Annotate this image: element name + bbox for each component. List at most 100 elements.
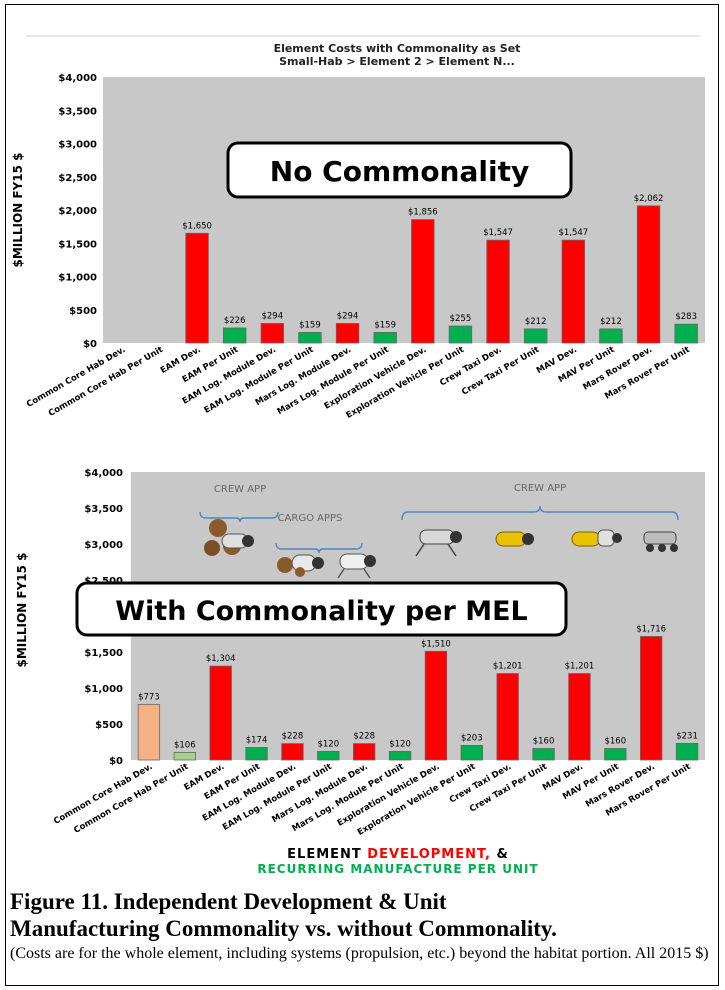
c1-value-label: $159	[374, 320, 396, 330]
c2-y-tick-label: $3,000	[84, 540, 123, 551]
legend-line-1: ELEMENT DEVELOPMENT, &	[287, 847, 509, 862]
no-commonality-box	[226, 141, 573, 199]
c1-y-tick-label: $2,500	[58, 173, 97, 184]
c2-bar	[281, 743, 304, 761]
crew-app-bracket-left	[199, 511, 279, 523]
yellow-vehicle-illustration-1	[495, 531, 534, 547]
chart1-subtitle: Small-Hab > Element 2 > Element N...	[279, 55, 515, 68]
c2-value-label: $1,716	[636, 624, 666, 634]
crew-app-label-left: CREW APP	[214, 484, 266, 495]
c2-value-label: $120	[317, 739, 339, 749]
figure-note: (Costs are for the whole element, includ…	[10, 945, 709, 962]
c1-bar	[561, 239, 586, 344]
no-commonality-label: No Commonality	[270, 155, 529, 188]
c2-bar	[460, 744, 483, 761]
c1-value-label: $226	[224, 316, 246, 326]
cargo-vehicle-illustration-1	[277, 554, 324, 577]
c1-y-tick-label: $0	[83, 339, 97, 350]
c2-value-label: $1,304	[206, 654, 236, 664]
c1-value-label: $1,650	[182, 221, 212, 231]
c2-bar	[209, 665, 232, 761]
c2-bar	[496, 673, 519, 761]
c2-bar	[532, 748, 555, 761]
c1-y-tick-label: $2,000	[58, 206, 97, 217]
c2-value-label: $120	[389, 739, 411, 749]
c1-bar	[222, 327, 247, 344]
c2-bar	[424, 650, 448, 761]
lander-illustration	[415, 529, 462, 557]
c2-value-label: $228	[282, 732, 304, 742]
c1-bar	[599, 328, 623, 344]
figure-frame	[5, 4, 719, 986]
c1-value-label: $283	[675, 312, 697, 322]
c1-value-label: $1,547	[558, 228, 588, 238]
cargo-vehicle-illustration-2	[337, 553, 376, 579]
c2-bar	[353, 743, 376, 761]
c2-value-label: $174	[246, 735, 268, 745]
cargo-apps-bracket	[275, 542, 363, 554]
c2-bar	[245, 747, 268, 761]
c2-y-tick-label: $4,000	[84, 468, 123, 479]
c1-value-label: $212	[600, 317, 622, 327]
c1-value-label: $159	[299, 320, 321, 330]
crew-vehicle-illustration	[204, 519, 254, 556]
with-commonality-label: With Commonality per MEL	[115, 596, 527, 627]
c2-bar	[604, 748, 627, 761]
c2-value-label: $1,201	[565, 662, 595, 672]
c1-value-label: $294	[337, 311, 359, 321]
c2-bar	[640, 636, 663, 761]
c2-value-label: $106	[174, 740, 196, 750]
c2-value-label: $773	[138, 692, 160, 702]
chart2-y-axis-label: $MILLION FY15 $	[15, 552, 29, 667]
c1-bar	[373, 332, 397, 344]
yellow-vehicle-illustration-2	[571, 529, 622, 547]
c1-bar	[636, 205, 661, 344]
c2-value-label: $228	[353, 732, 375, 742]
c1-bar	[411, 219, 435, 344]
c2-bar	[173, 751, 196, 761]
figure-charts: Element Costs with Commonality as Set Sm…	[11, 35, 705, 876]
c2-value-label: $203	[461, 733, 483, 743]
c1-y-tick-label: $500	[69, 306, 97, 317]
c2-bar	[675, 742, 699, 761]
c1-y-tick-label: $1,500	[58, 239, 97, 250]
legend-and-text: &	[491, 847, 509, 862]
c1-bar	[335, 323, 360, 344]
legend-line-2: RECURRING MANUFACTURE PER UNIT	[257, 862, 538, 876]
chart1-title: Element Costs with Commonality as Set	[274, 42, 521, 55]
c2-value-label: $1,201	[493, 662, 523, 672]
rover-illustration	[643, 531, 678, 552]
chart1-y-axis-label: $MILLION FY15 $	[11, 152, 25, 267]
c2-value-label: $1,510	[421, 639, 451, 649]
crew-app-bracket-right	[401, 505, 679, 521]
c2-y-tick-label: $3,500	[84, 504, 123, 515]
legend-development-text: DEVELOPMENT,	[367, 847, 491, 862]
legend-element-text: ELEMENT	[287, 847, 367, 862]
c1-bar	[674, 323, 698, 344]
c2-bar	[317, 750, 340, 761]
figure-caption: Figure 11. Independent Development & Uni…	[10, 888, 715, 963]
c1-bar	[260, 323, 284, 344]
c2-bar	[137, 703, 161, 761]
c1-bar	[486, 239, 510, 344]
with-commonality-box	[75, 581, 568, 637]
crew-app-label-right: CREW APP	[514, 483, 566, 494]
c1-value-label: $212	[525, 317, 547, 327]
c1-y-tick-label: $3,500	[58, 106, 97, 117]
c2-y-tick-label: $1,500	[84, 648, 123, 659]
c1-value-label: $2,062	[634, 194, 664, 204]
c1-bar	[524, 328, 548, 344]
c2-value-label: $160	[533, 736, 555, 746]
c2-y-tick-label: $0	[109, 756, 123, 767]
c1-bar	[448, 325, 473, 344]
c1-value-label: $1,547	[483, 228, 513, 238]
c1-value-label: $1,856	[408, 208, 438, 218]
c1-bar	[298, 332, 322, 344]
cargo-apps-label: CARGO APPS	[278, 513, 343, 524]
figure-title-line-2: Manufacturing Commonality vs. without Co…	[10, 916, 557, 941]
figure-title-line-1: Figure 11. Independent Development & Uni…	[10, 889, 447, 914]
c1-value-label: $294	[261, 311, 283, 321]
c2-bar	[568, 673, 591, 761]
c2-y-tick-label: $500	[95, 720, 123, 731]
c1-y-tick-label: $4,000	[58, 73, 97, 84]
